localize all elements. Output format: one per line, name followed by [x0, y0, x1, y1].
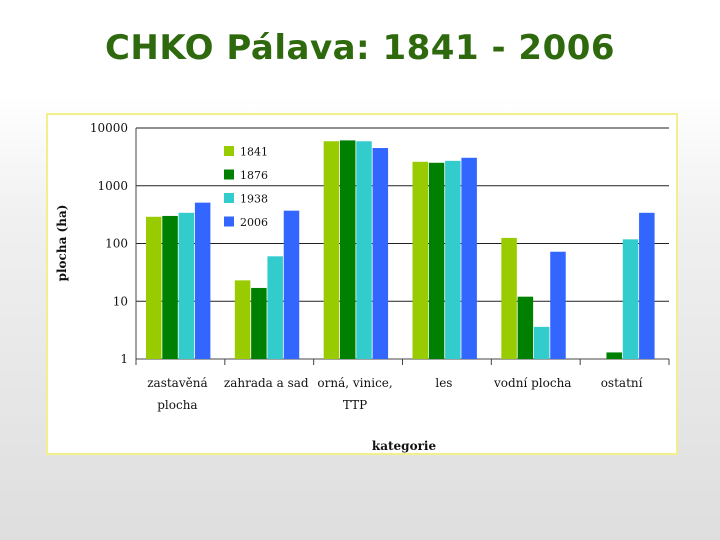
y-tick-label: 1000 — [97, 179, 128, 193]
bar-2006-2 — [372, 148, 389, 359]
slide-title: CHKO Pálava: 1841 - 2006 — [104, 28, 616, 68]
bar-1876-4 — [517, 296, 534, 359]
legend-label-2006: 2006 — [240, 216, 268, 229]
y-tick-label: 100 — [105, 237, 128, 251]
legend-layer: 1841 1876 1938 2006 — [224, 146, 268, 229]
bar-1876-3 — [428, 162, 445, 359]
legend-label-1841: 1841 — [240, 146, 268, 159]
x-tick-label: vodní plocha — [493, 376, 571, 390]
bar-1938-4 — [533, 326, 550, 359]
y-axis-label: plocha (ha) — [55, 205, 69, 282]
y-tick-label: 10 — [113, 294, 128, 308]
bar-1938-5 — [622, 239, 639, 359]
legend-swatch-1841 — [224, 146, 234, 156]
x-tick-label: orná, vinice, TTP — [317, 376, 392, 412]
bar-1876-5 — [606, 352, 622, 359]
legend-label-1876: 1876 — [240, 169, 268, 182]
chart-frame: 1 10 100 1000 10000 zastavěná plocha zahrada a … — [46, 113, 678, 455]
x-tick-label: zastavěná plocha — [147, 376, 207, 412]
axes-layer: 1 10 100 1000 10000 zastavěná plocha zahrada a … — [90, 121, 670, 412]
x-tick-label: zahrada a sad — [224, 376, 309, 390]
legend-label-1938: 1938 — [240, 193, 268, 206]
bar-1876-2 — [339, 140, 356, 359]
x-tick-label: ostatní — [601, 376, 643, 390]
bar-chart: 1 10 100 1000 10000 zastavěná plocha zahrada a … — [55, 121, 670, 453]
bar-2006-3 — [461, 157, 477, 359]
grid-layer — [136, 127, 669, 360]
bar-2006-1 — [283, 210, 300, 359]
bar-1938-1 — [267, 256, 283, 359]
bar-1841-2 — [323, 141, 340, 359]
legend-swatch-2006 — [224, 216, 234, 227]
bars-layer — [146, 140, 655, 359]
bar-1938-0 — [178, 212, 195, 359]
x-axis-label: kategorie — [372, 439, 437, 453]
legend-swatch-1938 — [224, 193, 234, 203]
legend-swatch-1876 — [224, 169, 234, 180]
bar-1841-1 — [234, 280, 251, 359]
bar-2006-5 — [639, 212, 655, 359]
bar-1841-3 — [412, 161, 428, 359]
bar-1938-3 — [445, 160, 461, 359]
y-tick-label: 1 — [120, 352, 128, 366]
bar-1841-0 — [146, 216, 162, 359]
bar-2006-0 — [194, 202, 211, 359]
y-tick-label: 10000 — [90, 121, 128, 135]
bar-1841-4 — [501, 237, 517, 359]
bar-2006-4 — [550, 251, 566, 359]
x-tick-label: les — [435, 376, 452, 390]
bar-1876-1 — [251, 287, 267, 359]
bar-1938-2 — [356, 141, 372, 359]
bar-1876-0 — [162, 215, 178, 359]
